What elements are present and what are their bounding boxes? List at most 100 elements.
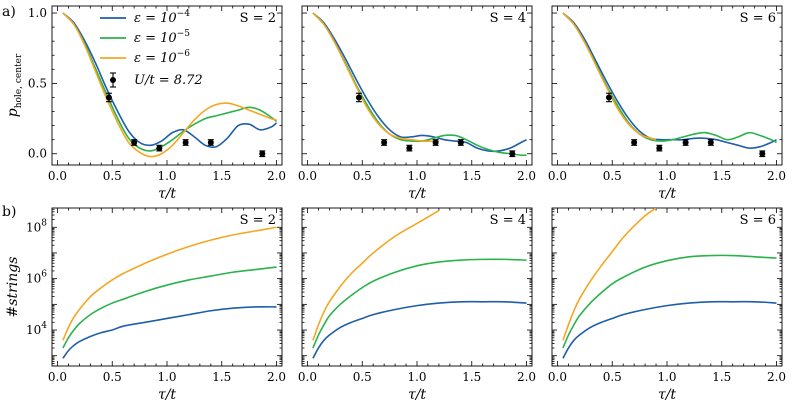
panel-a-3: 0.0 0.5 1.0 1.5 2.0 τ/t S = 6 <box>548 5 786 202</box>
legend: ε = 10−4 ε = 10−5 ε = 10−6 U/t = 8.72 <box>100 9 203 88</box>
series-line-eps1 <box>62 12 278 149</box>
x-tick-label: 0.5 <box>103 169 122 183</box>
x-tick-label: 1.5 <box>212 370 231 384</box>
x-tick-label: 2.0 <box>517 370 536 384</box>
panel-a-2: 0.0 0.5 1.0 1.5 2.0 τ/t S = 4 <box>298 5 536 202</box>
x-tick-label: 1.0 <box>657 370 676 384</box>
panel-title: S = 2 <box>240 11 276 26</box>
data-point <box>605 94 612 101</box>
x-axis-label: τ/t <box>408 387 426 403</box>
series-line-eps3 <box>62 226 277 341</box>
y-tick-label: 106 <box>26 270 47 286</box>
series-line-eps2 <box>62 266 277 349</box>
data-point <box>131 139 138 146</box>
series-line-eps3 <box>562 208 657 341</box>
x-tick-label: 0.5 <box>353 169 372 183</box>
y-tick-label: 1.0 <box>28 6 47 20</box>
x-tick-label: 1.5 <box>712 169 731 183</box>
x-tick-label: 1.0 <box>157 370 176 384</box>
series-group <box>62 12 278 158</box>
panel-title: S = 2 <box>240 213 276 228</box>
data-point <box>759 150 766 157</box>
data-point <box>406 145 413 152</box>
data-point <box>259 150 266 157</box>
series-line-eps1 <box>562 300 777 359</box>
x-tick-label: 0.0 <box>48 370 67 384</box>
data-point <box>707 139 714 146</box>
panel-b-1: 0.0 0.5 1.0 1.5 2.0 τ/t 104 106 108 #strings S = 2 <box>5 207 286 403</box>
y-axis-label: #strings <box>5 257 21 318</box>
panel-letter-b: b) <box>2 204 16 220</box>
data-point <box>509 150 516 157</box>
x-tick-label: 1.0 <box>157 169 176 183</box>
axes-frame <box>301 207 533 367</box>
x-axis-label: τ/t <box>658 387 676 403</box>
x-tick-label: 1.5 <box>212 169 231 183</box>
x-tick-label: 2.0 <box>517 169 536 183</box>
x-tick-label: 2.0 <box>767 169 786 183</box>
series-line-eps2 <box>312 258 527 349</box>
y-tick-label: 0.5 <box>28 76 47 90</box>
y-tick-label: 104 <box>26 321 47 337</box>
data-point <box>182 139 189 146</box>
x-tick-label: 2.0 <box>267 169 286 183</box>
panel-b-2: 0.0 0.5 1.0 1.5 2.0 τ/t S = 4 <box>298 207 536 403</box>
x-axis-label: τ/t <box>158 387 176 403</box>
series-group <box>562 208 777 359</box>
x-axis-label: τ/t <box>658 186 676 202</box>
x-tick-label: 2.0 <box>767 370 786 384</box>
panel-a-1: 0.0 0.5 1.0 1.5 2.0 τ/t 0.0 0.5 1.0 phole, center… <box>5 5 286 202</box>
x-tick-label: 0.0 <box>48 169 67 183</box>
series-line-eps3 <box>312 12 439 142</box>
x-tick-label: 0.0 <box>298 169 317 183</box>
x-tick-label: 1.5 <box>462 370 481 384</box>
series-line-eps2 <box>562 12 777 144</box>
x-tick-label: 0.5 <box>353 370 372 384</box>
panel-letter-a: a) <box>2 4 16 20</box>
series-line-eps2 <box>62 12 278 152</box>
x-tick-label: 0.5 <box>603 169 622 183</box>
series-group <box>62 226 277 359</box>
y-axis-label: phole, center <box>5 53 24 117</box>
y-tick-label: 0.0 <box>28 147 47 161</box>
series-group <box>312 209 527 359</box>
x-tick-label: 1.5 <box>712 370 731 384</box>
y-tick-label: 108 <box>26 218 47 234</box>
legend-label-experiment: U/t = 8.72 <box>134 73 203 88</box>
x-tick-label: 0.5 <box>103 370 122 384</box>
series-line-eps1 <box>62 306 277 359</box>
data-point <box>457 139 464 146</box>
experiment-points <box>605 92 766 158</box>
legend-label-eps1: ε = 10−4 <box>134 9 190 26</box>
series-line-eps2 <box>312 12 527 157</box>
legend-marker <box>110 77 116 83</box>
data-point <box>355 94 362 101</box>
series-line-eps1 <box>312 300 527 359</box>
series-group <box>562 12 777 149</box>
x-axis-label: τ/t <box>158 186 176 202</box>
x-tick-label: 0.5 <box>603 370 622 384</box>
x-tick-label: 1.0 <box>407 370 426 384</box>
panel-title: S = 6 <box>740 11 776 26</box>
x-axis-label: τ/t <box>408 186 426 202</box>
series-group <box>312 12 527 157</box>
data-point <box>631 139 638 146</box>
data-point <box>656 145 663 152</box>
data-point <box>105 94 112 101</box>
x-tick-label: 0.0 <box>298 370 317 384</box>
series-line-eps3 <box>312 209 440 341</box>
series-line-eps1 <box>562 12 777 149</box>
panel-title: S = 4 <box>490 11 526 26</box>
experiment-points <box>105 92 266 158</box>
data-point <box>207 139 214 146</box>
series-line-eps1 <box>312 12 527 153</box>
legend-label-eps2: ε = 10−5 <box>134 29 190 46</box>
x-tick-label: 0.0 <box>548 370 567 384</box>
data-point <box>432 139 439 146</box>
data-point <box>381 139 388 146</box>
x-tick-label: 1.0 <box>657 169 676 183</box>
series-line-eps2 <box>562 254 777 349</box>
series-line-eps3 <box>62 12 277 158</box>
x-tick-label: 2.0 <box>267 370 286 384</box>
